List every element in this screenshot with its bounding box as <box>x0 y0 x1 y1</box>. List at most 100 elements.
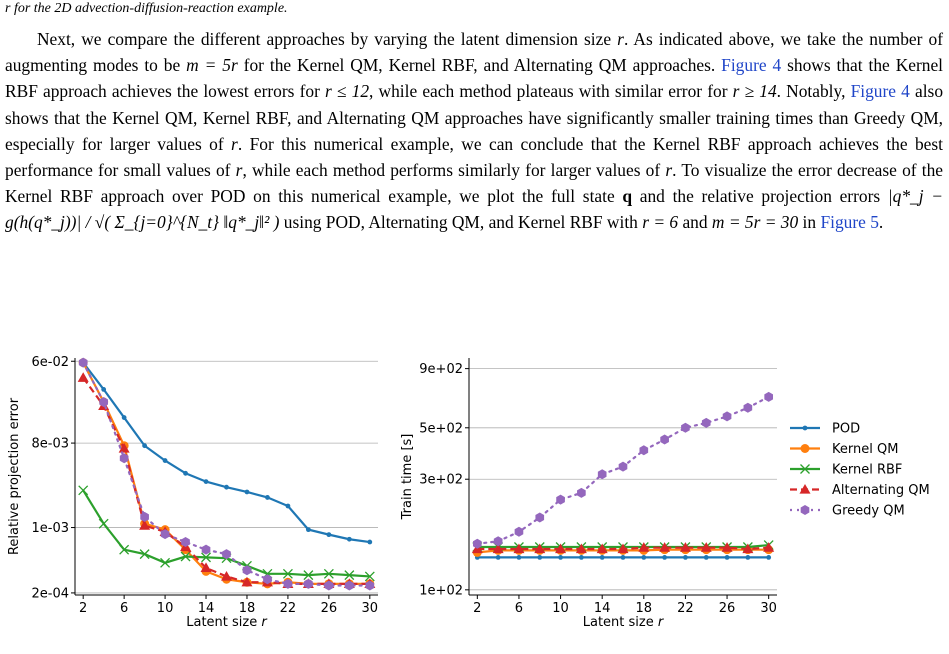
para-text: . Notably, <box>776 81 851 102</box>
y-tick-label: 1e+02 <box>419 583 463 598</box>
x-tick-label: 2 <box>473 601 481 616</box>
math-r: r <box>617 29 624 49</box>
data-point <box>662 555 668 560</box>
data-point <box>683 555 688 560</box>
data-point <box>181 537 190 548</box>
data-point <box>578 555 584 560</box>
para-text: shows that the Kernel RBF approach achie… <box>5 55 944 102</box>
data-point <box>514 526 524 537</box>
data-point <box>265 495 270 500</box>
x-tick-label: 30 <box>760 601 777 616</box>
data-point <box>139 520 151 530</box>
math-r-ge-14: r ≥ 14 <box>732 81 777 102</box>
math-r: r <box>665 160 673 181</box>
para-text: in <box>798 212 821 233</box>
math-m-5r: m = 5r <box>186 55 238 76</box>
data-point <box>537 555 543 560</box>
para-text: using POD, Alternating QM, and Kernel RB… <box>279 212 643 233</box>
data-point <box>119 544 130 555</box>
figure-4-link[interactable]: Figure 4 <box>850 81 910 102</box>
data-point <box>638 542 650 552</box>
x-tick-label: 2 <box>79 601 87 616</box>
data-point <box>139 549 150 560</box>
data-point <box>763 542 775 552</box>
series-pod <box>474 555 772 560</box>
data-point <box>183 470 188 476</box>
data-point <box>535 512 545 523</box>
data-point <box>305 527 311 533</box>
x-axis-label: Latent size r <box>186 615 268 630</box>
y-tick-label: 8e-03 <box>31 437 69 452</box>
data-point <box>241 576 253 587</box>
data-point <box>639 445 649 456</box>
data-point <box>367 539 373 545</box>
data-point <box>142 443 148 449</box>
data-point <box>722 411 732 422</box>
data-point <box>345 580 354 591</box>
math-r-le-12: r ≤ 12 <box>325 81 370 102</box>
para-text: , while each method performs similarly f… <box>242 160 666 181</box>
x-tick-label: 14 <box>594 601 611 616</box>
legend: POD Kernel QM Kernel RBF Alternating QM Gree… <box>790 422 930 519</box>
data-point <box>800 444 810 453</box>
series-alternating-qm <box>471 542 775 554</box>
data-point <box>201 552 211 563</box>
data-point <box>703 555 709 560</box>
x-tick-label: 10 <box>157 601 174 616</box>
data-point <box>620 555 626 560</box>
data-point <box>492 543 504 554</box>
figure-5-link[interactable]: Figure 5 <box>820 212 879 233</box>
data-point <box>200 562 212 573</box>
series-greedy-qm <box>472 391 774 549</box>
x-tick-label: 30 <box>362 601 379 616</box>
data-point <box>324 580 334 591</box>
data-point <box>534 543 546 554</box>
data-point <box>660 434 669 445</box>
math-projection-error: |q*_j − g(h(q*_j))| / √( Σ_{j=0}^{N_t} ‖… <box>5 186 943 233</box>
math-m-30: m = 5r = 30 <box>711 212 799 233</box>
data-point <box>304 578 313 589</box>
data-point <box>203 479 209 484</box>
data-point <box>596 543 608 554</box>
data-point <box>303 570 314 581</box>
data-point <box>160 557 171 568</box>
data-point <box>745 555 751 560</box>
data-point <box>679 542 691 552</box>
data-point <box>160 529 170 540</box>
figure-4-link[interactable]: Figure 4 <box>721 55 782 76</box>
data-point <box>119 453 129 464</box>
series-line <box>82 361 371 587</box>
data-point <box>556 494 565 505</box>
data-point <box>201 544 211 555</box>
data-point <box>78 485 89 496</box>
paragraph-text: Next, we compare the different approache… <box>5 26 943 236</box>
body-paragraph: Next, we compare the different approache… <box>5 26 943 236</box>
series-pod <box>80 360 373 545</box>
data-point <box>98 518 109 529</box>
x-tick-label: 14 <box>198 601 215 616</box>
x-tick-label: 18 <box>239 601 256 616</box>
para-text: also shows that the Kernel QM, Kernel RB… <box>5 81 944 154</box>
data-point <box>681 422 690 433</box>
para-text: Next, we compare the different approache… <box>37 29 618 49</box>
data-point <box>558 555 563 560</box>
data-point <box>766 555 772 560</box>
data-point <box>599 555 605 560</box>
y-axis-label: Relative projection error <box>7 397 22 555</box>
data-point <box>221 570 232 581</box>
math-r: r <box>235 160 243 181</box>
data-point <box>224 484 229 490</box>
data-point <box>121 415 127 420</box>
y-tick-label: 1e-03 <box>31 521 69 536</box>
caption-tail: r for the 2D advection-diffusion-reactio… <box>5 0 288 18</box>
y-tick-label: 3e+02 <box>419 473 463 488</box>
data-point <box>617 543 629 554</box>
data-point <box>800 505 810 515</box>
data-point <box>140 511 149 522</box>
data-point <box>659 542 671 552</box>
para-text: . To visualize the error decrease of the… <box>5 160 943 207</box>
math-r: r <box>231 133 238 154</box>
series-greedy-qm <box>78 357 375 591</box>
